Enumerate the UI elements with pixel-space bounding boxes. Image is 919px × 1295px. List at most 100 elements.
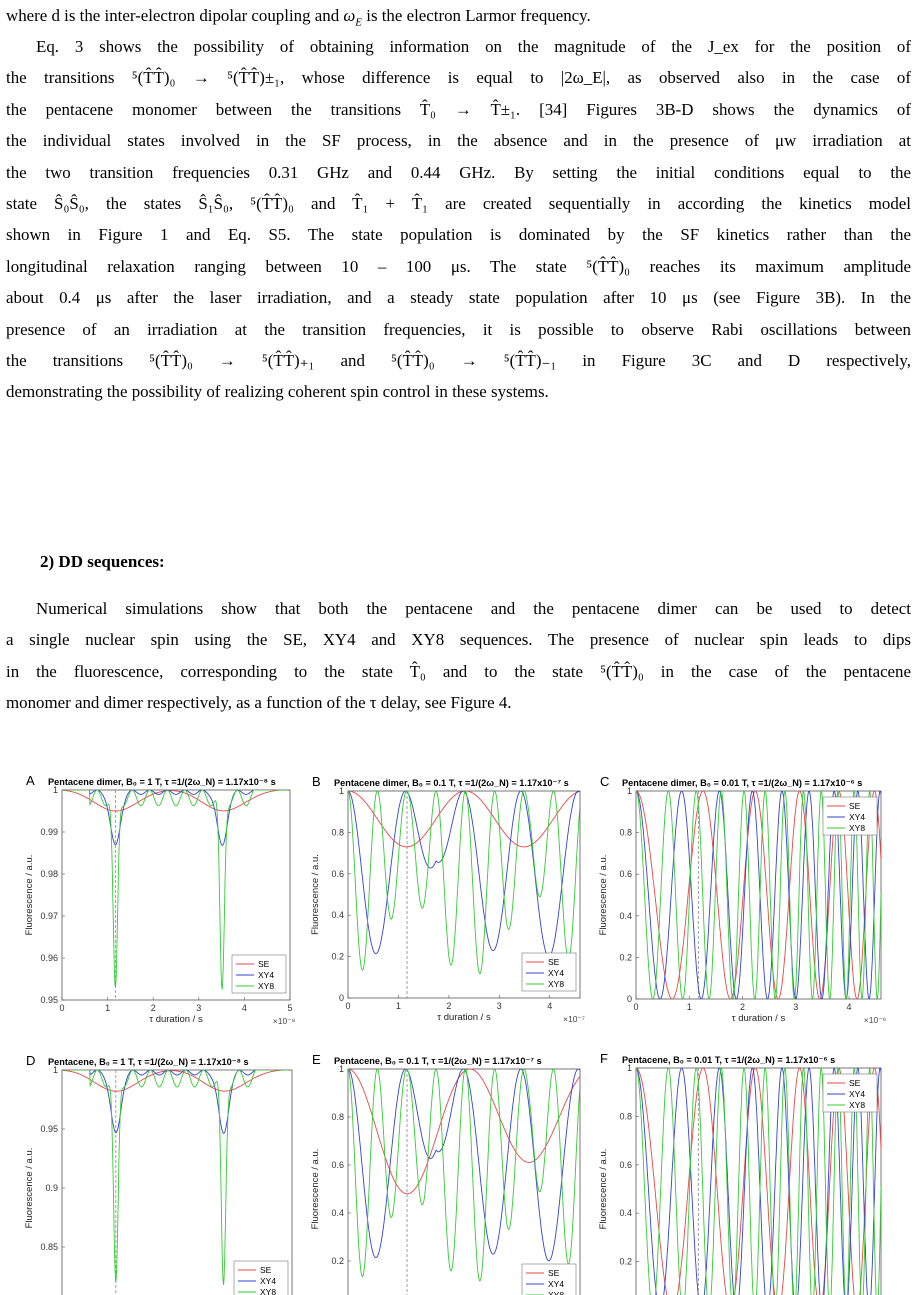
series-line-xy8 [348, 791, 580, 975]
intro-line: where d is the inter-electron dipolar co… [6, 0, 911, 31]
y-tick-label: 1 [627, 786, 632, 796]
y-tick-label: 0.6 [619, 869, 632, 879]
legend-box [521, 952, 577, 992]
y-tick-label: 0.8 [331, 827, 344, 837]
x-tick-label: 1 [105, 1003, 110, 1013]
text-line: presence of an irradiation at the transi… [6, 319, 911, 339]
panel-letter: A [26, 773, 35, 788]
y-tick-label: 0.8 [619, 828, 632, 838]
x-multiplier: ×10⁻⁶ [864, 1015, 886, 1025]
y-tick-label: 0.6 [619, 1160, 632, 1170]
x-axis-label: τ duration / s [732, 1013, 786, 1024]
x-axis-label: τ duration / s [149, 1014, 203, 1025]
y-axis-label: Fluorescence / a.u. [24, 855, 35, 936]
y-axis-label: Fluorescence / a.u. [598, 1149, 609, 1230]
y-tick-label: 0.2 [619, 952, 632, 962]
series-line-xy4 [62, 1070, 292, 1134]
x-tick-label: 0 [633, 1002, 638, 1012]
y-tick-label: 0.8 [331, 1112, 344, 1122]
text-line: the two transition frequencies 0.31 GHz … [6, 162, 911, 182]
x-tick-label: 2 [740, 1002, 745, 1012]
panel-title: Pentacene, B₀ = 0.1 T, τ =1/(2ω_N) = 1.1… [334, 1056, 542, 1066]
text-line: Eq. 3 shows the possibility of obtaining… [36, 37, 911, 56]
x-tick-label: 0 [345, 1001, 350, 1011]
y-tick-label: 0.2 [331, 952, 344, 962]
text-line: demonstrating the possibility of realizi… [6, 382, 549, 402]
legend-label: SE [849, 1078, 861, 1088]
series-line-xy4 [348, 791, 580, 957]
figure-plots: A Pentacene dimer, B₀ = 1 T, τ =1/(2ω_N) … [24, 773, 886, 1295]
legend-label: XY8 [849, 1100, 865, 1110]
legend-box [521, 1263, 577, 1295]
legend-label: XY4 [548, 1279, 564, 1289]
text-line: the transitions ⁵(T̂T̂)₀ → ⁵(T̂T̂)₊₁ and… [6, 350, 911, 370]
legend-label: SE [548, 1268, 560, 1278]
legend-label: XY8 [260, 1287, 276, 1295]
x-tick-label: 4 [847, 1002, 852, 1012]
x-multiplier: ×10⁻⁸ [273, 1016, 296, 1026]
panel-title: Pentacene dimer, B₀ = 0.1 T, τ =1/(2ω_N)… [334, 778, 569, 788]
series-line-xy4 [348, 1069, 580, 1262]
y-tick-label: 0.2 [331, 1256, 344, 1266]
x-tick-label: 3 [793, 1002, 798, 1012]
text-line: the pentacene monomer between the transi… [6, 99, 911, 119]
text-line: monomer and dimer respectively, as a fun… [6, 693, 512, 713]
y-tick-label: 0.96 [40, 953, 58, 963]
series-line-xy8 [62, 1070, 292, 1285]
y-tick-label: 0.6 [331, 1160, 344, 1170]
legend-box [822, 796, 878, 836]
legend-label: XY8 [258, 981, 274, 991]
y-tick-label: 0.99 [40, 827, 58, 837]
series-line-xy4 [62, 790, 290, 846]
y-tick-label: 1 [53, 1065, 58, 1075]
legend-label: XY8 [548, 1290, 564, 1295]
x-tick-label: 3 [196, 1003, 201, 1013]
panel-letter: D [26, 1053, 35, 1068]
legend-box [822, 1073, 878, 1113]
x-tick-label: 3 [497, 1001, 502, 1011]
figure-4: A Pentacene dimer, B₀ = 1 T, τ =1/(2ω_N) … [0, 770, 919, 1295]
y-axis-label: Fluorescence / a.u. [24, 1148, 35, 1229]
y-tick-label: 0.4 [619, 1208, 632, 1218]
legend-label: XY4 [849, 1089, 865, 1099]
legend-box [231, 954, 287, 994]
y-tick-label: 0.8 [619, 1111, 632, 1121]
y-tick-label: 0 [627, 994, 632, 1004]
y-tick-label: 0.85 [40, 1242, 58, 1252]
legend-label: SE [548, 957, 560, 967]
legend-label: XY4 [258, 970, 274, 980]
y-tick-label: 1 [339, 1064, 344, 1074]
y-tick-label: 0 [339, 993, 344, 1003]
paragraph-dd: Numerical simulations show that both the… [6, 593, 911, 719]
x-multiplier: ×10⁻⁷ [563, 1014, 585, 1024]
text-line: state Ŝ₀Ŝ₀, the states Ŝ₁Ŝ₀, ⁵(T̂T̂)₀ an… [6, 193, 911, 213]
text-line: longitudinal relaxation ranging between … [6, 256, 911, 276]
legend-label: XY8 [548, 979, 564, 989]
y-axis-label: Fluorescence / a.u. [598, 855, 609, 936]
y-tick-label: 0.95 [40, 1124, 58, 1134]
panel-title: Pentacene, B₀ = 1 T, τ =1/(2ω_N) = 1.17x… [48, 1057, 249, 1067]
y-axis-label: Fluorescence / a.u. [310, 1149, 321, 1230]
series-line-se [62, 1070, 292, 1092]
series-line-xy4 [636, 1068, 881, 1295]
paragraph-eq3: Eq. 3 shows the possibility of obtaining… [6, 31, 911, 408]
panel-letter: E [312, 1052, 321, 1067]
text-line: about 0.4 μs after the laser irradiation… [6, 288, 911, 308]
panel-title: Pentacene dimer, B₀ = 1 T, τ =1/(2ω_N) =… [48, 777, 276, 787]
panel-letter: F [600, 1051, 608, 1066]
y-tick-label: 0.4 [619, 911, 632, 921]
y-tick-label: 0.9 [45, 1183, 58, 1193]
text-line: the individual states involved in the SF… [6, 131, 911, 151]
plot-frame [347, 1068, 581, 1295]
y-tick-label: 0.97 [40, 911, 58, 921]
legend-label: SE [258, 959, 270, 969]
text-line: in the fluorescence, corresponding to th… [6, 661, 911, 681]
x-tick-label: 4 [547, 1001, 552, 1011]
x-tick-label: 2 [151, 1003, 156, 1013]
series-line-se [636, 1068, 881, 1295]
series-line-se [636, 791, 881, 999]
panel-title: Pentacene, B₀ = 0.01 T, τ =1/(2ω_N) = 1.… [622, 1055, 835, 1065]
legend-box [233, 1260, 289, 1295]
legend-label: SE [260, 1265, 272, 1275]
text-line: Numerical simulations show that both the… [36, 599, 911, 618]
